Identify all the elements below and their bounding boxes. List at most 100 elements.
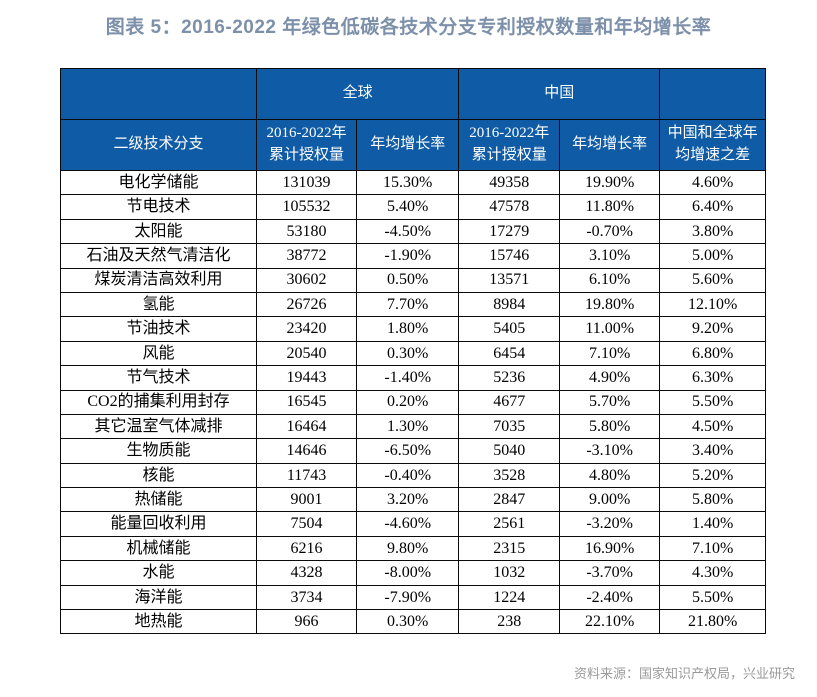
- technology-branch-cell: 水能: [60, 560, 257, 586]
- value-cell: 13571: [458, 267, 561, 293]
- value-cell: 0.30%: [356, 609, 460, 635]
- value-cell: 14646: [255, 438, 358, 464]
- value-cell: 5.40%: [356, 194, 460, 220]
- column-group-header-empty: [659, 68, 766, 120]
- technology-branch-cell: 机械储能: [60, 535, 257, 562]
- value-cell: 1032: [458, 560, 561, 586]
- patent-table: 全球 中国 二级技术分支 2016-2022年 累计授权量 年均增长率 2016-202…: [60, 68, 766, 635]
- column-header: 2016-2022年 累计授权量: [255, 119, 358, 171]
- technology-branch-cell: 氢能: [60, 291, 257, 318]
- value-cell: 5.80%: [659, 487, 766, 513]
- value-cell: -1.90%: [356, 243, 460, 269]
- table-row: 热储能 9001 3.20% 2847 9.00% 5.80%: [60, 487, 766, 513]
- value-cell: 1.40%: [659, 511, 766, 537]
- technology-branch-cell: 太阳能: [60, 218, 257, 245]
- table-row: 海洋能 3734 -7.90% 1224 -2.40% 5.50%: [60, 584, 766, 611]
- value-cell: -7.90%: [356, 584, 460, 611]
- value-cell: 30602: [255, 267, 358, 293]
- technology-branch-cell: 节电技术: [60, 194, 257, 220]
- value-cell: 9.00%: [559, 487, 661, 513]
- value-cell: 105532: [255, 194, 358, 220]
- technology-branch-cell: 能量回收利用: [60, 511, 257, 537]
- value-cell: 7504: [255, 511, 358, 537]
- value-cell: 9001: [255, 487, 358, 513]
- value-cell: 0.50%: [356, 267, 460, 293]
- value-cell: 966: [255, 609, 358, 635]
- value-cell: 5.60%: [659, 267, 766, 293]
- table-row: 氢能 26726 7.70% 8984 19.80% 12.10%: [60, 291, 766, 318]
- value-cell: 6.10%: [559, 267, 661, 293]
- value-cell: 4.90%: [559, 365, 661, 391]
- value-cell: 3.10%: [559, 243, 661, 269]
- value-cell: 38772: [255, 243, 358, 269]
- table-row: CO2的捕集利用封存 16545 0.20% 4677 5.70% 5.50%: [60, 389, 766, 415]
- value-cell: 238: [458, 609, 561, 635]
- value-cell: 5.50%: [659, 389, 766, 415]
- value-cell: -4.50%: [356, 218, 460, 245]
- column-header: 2016-2022年 累计授权量: [458, 119, 561, 171]
- value-cell: 3734: [255, 584, 358, 611]
- table-header: 全球 中国 二级技术分支 2016-2022年 累计授权量 年均增长率 2016-202…: [60, 68, 766, 171]
- value-cell: 3.40%: [659, 438, 766, 464]
- column-header: 中国和全球年 均增速之差: [659, 119, 766, 171]
- table-body: 电化学储能 131039 15.30% 49358 19.90% 4.60% 节电技术 105…: [60, 169, 766, 635]
- technology-branch-cell: 热储能: [60, 487, 257, 513]
- value-cell: 22.10%: [559, 609, 661, 635]
- column-header: 二级技术分支: [60, 119, 257, 171]
- table-row: 节电技术 105532 5.40% 47578 11.80% 6.40%: [60, 194, 766, 220]
- value-cell: 19.80%: [559, 291, 661, 318]
- table-row: 节气技术 19443 -1.40% 5236 4.90% 6.30%: [60, 365, 766, 391]
- value-cell: 11743: [255, 462, 358, 489]
- table-row: 核能 11743 -0.40% 3528 4.80% 5.20%: [60, 462, 766, 489]
- value-cell: 6216: [255, 535, 358, 562]
- column-header: 年均增长率: [356, 119, 460, 171]
- table-row: 煤炭清洁高效利用 30602 0.50% 13571 6.10% 5.60%: [60, 267, 766, 293]
- value-cell: 12.10%: [659, 291, 766, 318]
- value-cell: 15.30%: [356, 169, 460, 196]
- value-cell: 26726: [255, 291, 358, 318]
- value-cell: 21.80%: [659, 609, 766, 635]
- value-cell: 19443: [255, 365, 358, 391]
- value-cell: 19.90%: [559, 169, 661, 196]
- technology-branch-cell: 其它温室气体减排: [60, 413, 257, 440]
- value-cell: 23420: [255, 316, 358, 342]
- value-cell: 6.80%: [659, 340, 766, 367]
- value-cell: 6454: [458, 340, 561, 367]
- value-cell: -0.40%: [356, 462, 460, 489]
- technology-branch-cell: 核能: [60, 462, 257, 489]
- value-cell: 0.30%: [356, 340, 460, 367]
- value-cell: 4677: [458, 389, 561, 415]
- value-cell: -4.60%: [356, 511, 460, 537]
- value-cell: 5.00%: [659, 243, 766, 269]
- table-row: 水能 4328 -8.00% 1032 -3.70% 4.30%: [60, 560, 766, 586]
- value-cell: 7.10%: [559, 340, 661, 367]
- value-cell: -3.70%: [559, 560, 661, 586]
- value-cell: 2315: [458, 535, 561, 562]
- value-cell: 5236: [458, 365, 561, 391]
- data-source: 资料来源：国家知识产权局，兴业研究: [573, 666, 795, 681]
- value-cell: -3.20%: [559, 511, 661, 537]
- value-cell: 4.30%: [659, 560, 766, 586]
- table-row: 电化学储能 131039 15.30% 49358 19.90% 4.60%: [60, 169, 766, 196]
- value-cell: 5040: [458, 438, 561, 464]
- value-cell: 2561: [458, 511, 561, 537]
- table-row: 机械储能 6216 9.80% 2315 16.90% 7.10%: [60, 535, 766, 562]
- value-cell: 6.30%: [659, 365, 766, 391]
- technology-branch-cell: 风能: [60, 340, 257, 367]
- value-cell: 2847: [458, 487, 561, 513]
- value-cell: 131039: [255, 169, 358, 196]
- table-row: 生物质能 14646 -6.50% 5040 -3.10% 3.40%: [60, 438, 766, 464]
- header-group-row: 全球 中国: [60, 68, 766, 120]
- value-cell: 7.10%: [659, 535, 766, 562]
- technology-branch-cell: 石油及天然气清洁化: [60, 243, 257, 269]
- column-header: 年均增长率: [559, 119, 661, 171]
- value-cell: 53180: [255, 218, 358, 245]
- table-row: 风能 20540 0.30% 6454 7.10% 6.80%: [60, 340, 766, 367]
- value-cell: -6.50%: [356, 438, 460, 464]
- column-group-header: 全球: [255, 68, 460, 120]
- value-cell: 3528: [458, 462, 561, 489]
- technology-branch-cell: 节气技术: [60, 365, 257, 391]
- value-cell: 17279: [458, 218, 561, 245]
- value-cell: -2.40%: [559, 584, 661, 611]
